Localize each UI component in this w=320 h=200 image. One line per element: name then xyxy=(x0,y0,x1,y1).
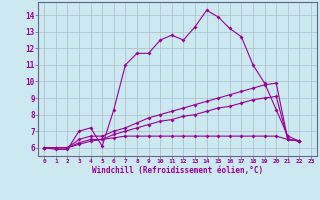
X-axis label: Windchill (Refroidissement éolien,°C): Windchill (Refroidissement éolien,°C) xyxy=(92,166,263,175)
